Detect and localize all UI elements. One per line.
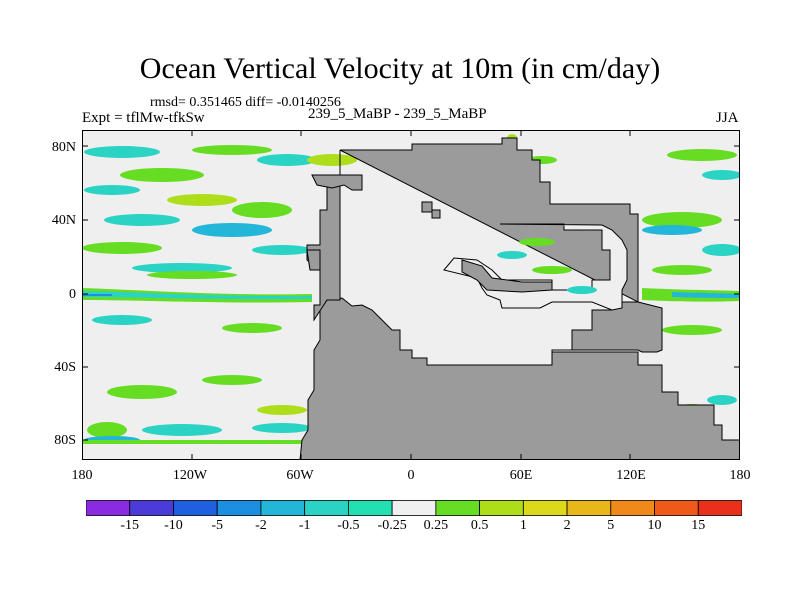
colorbar-label: -10 — [164, 518, 183, 533]
lon-label-120w: 120W — [172, 468, 208, 483]
colorbar-label: -2 — [255, 518, 267, 533]
colorbar-box — [391, 500, 437, 516]
landmass — [299, 137, 740, 460]
lon-label-120e: 120E — [616, 468, 646, 483]
lon-label-180e: 180 — [729, 468, 751, 483]
lon-label-0: 0 — [407, 468, 415, 483]
colorbar-label: -1 — [298, 518, 311, 533]
plot-title: Ocean Vertical Velocity at 10m (in cm/da… — [139, 52, 661, 85]
equatorial-bands — [82, 288, 740, 303]
colorbar-label: 1 — [519, 518, 527, 533]
stats-label: rmsd= 0.351465 diff= -0.0140256 — [150, 95, 341, 110]
colorbar-label: 0.25 — [423, 518, 449, 533]
colorbar-label: -0.5 — [337, 518, 360, 533]
lat-label-40n: 40N — [51, 213, 76, 228]
colorbar-box — [566, 500, 612, 516]
colorbar-label: 10 — [647, 518, 662, 533]
colorbar-box — [216, 500, 262, 516]
colorbar-box — [654, 500, 699, 516]
lon-label-60w: 60W — [286, 468, 314, 483]
inland-sea-patches — [497, 238, 597, 294]
colorbar-label: 0.5 — [470, 518, 489, 533]
colorbar-label: 2 — [563, 518, 571, 533]
colorbar-label: -0.25 — [377, 518, 407, 533]
lat-label-40s: 40S — [54, 360, 76, 375]
colorbar-box — [347, 500, 393, 516]
colorbar-label: 5 — [607, 518, 615, 533]
colorbar — [86, 500, 742, 516]
lat-label-0: 0 — [69, 287, 76, 302]
colorbar-box — [435, 500, 480, 516]
lat-label-80n: 80N — [51, 140, 76, 155]
colorbar-box — [522, 500, 568, 516]
lon-label-60e: 60E — [509, 468, 533, 483]
colorbar-box — [129, 500, 174, 516]
season-label: JJA — [716, 110, 739, 126]
colorbar-box — [260, 500, 306, 516]
colorbar-box — [304, 500, 349, 516]
axis-ticks — [82, 130, 740, 460]
colorbar-box — [610, 500, 655, 516]
lat-label-80s: 80S — [54, 433, 76, 448]
colorbar-label: -5 — [211, 518, 224, 533]
colorbar-label: -15 — [120, 518, 140, 533]
anomaly-patches-west — [82, 145, 357, 444]
colorbar-box — [697, 500, 742, 516]
lon-label-180w: 180 — [71, 468, 93, 483]
comparison-label: 239_5_MaBP - 239_5_MaBP — [308, 106, 487, 122]
colorbar-box — [173, 500, 218, 516]
colorbar-box — [479, 500, 524, 516]
experiment-label: Expt = tflMw-tfkSw — [82, 110, 205, 126]
velocity-map — [82, 130, 740, 460]
colorbar-label: 15 — [691, 518, 706, 533]
colorbar-box — [86, 500, 131, 516]
